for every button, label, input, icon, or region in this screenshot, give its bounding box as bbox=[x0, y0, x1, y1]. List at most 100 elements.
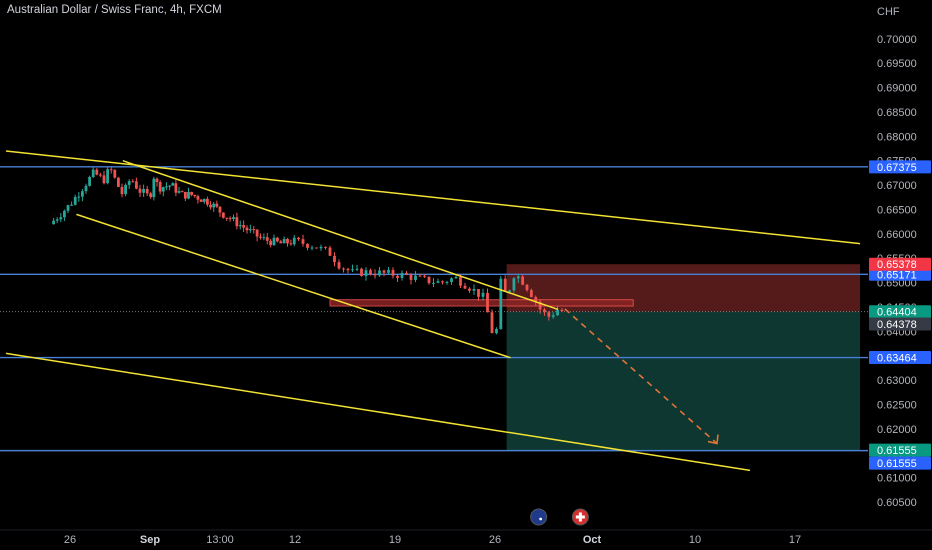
candle-body bbox=[547, 312, 551, 317]
trendline-wedge-upper bbox=[122, 160, 559, 311]
candle-body bbox=[206, 198, 209, 205]
candle-body bbox=[481, 292, 485, 297]
y-tick-label: 0.68500 bbox=[877, 107, 917, 119]
candle-body bbox=[248, 229, 252, 231]
x-tick-label: Sep bbox=[140, 534, 160, 546]
candle-body bbox=[149, 193, 153, 198]
candle-body bbox=[52, 220, 55, 225]
candle-body bbox=[142, 189, 145, 193]
candle-body bbox=[135, 181, 138, 189]
candle-body bbox=[120, 186, 124, 195]
candle-body bbox=[306, 243, 309, 248]
candle-body bbox=[472, 289, 476, 291]
candle-body bbox=[495, 329, 498, 334]
x-tick-label: Oct bbox=[583, 534, 602, 546]
candle-body bbox=[228, 218, 232, 220]
candle-body bbox=[454, 276, 458, 279]
candle-body bbox=[66, 205, 70, 211]
y-tick-label: 0.66000 bbox=[877, 229, 917, 241]
level-badge-0.61555: 0.61555 bbox=[877, 458, 917, 470]
level-badge-0.63464: 0.63464 bbox=[877, 353, 917, 365]
y-tick-label: 0.70000 bbox=[877, 34, 917, 46]
candle-body bbox=[538, 301, 542, 310]
candle-body bbox=[265, 237, 269, 241]
candle-body bbox=[319, 246, 323, 249]
candle-body bbox=[171, 183, 175, 186]
candles-group bbox=[52, 166, 564, 335]
candle-body bbox=[225, 217, 229, 219]
candle-body bbox=[63, 210, 66, 218]
level-badge-0.61555-bg bbox=[869, 456, 931, 470]
candle-body bbox=[342, 268, 345, 270]
trendline-channel-upper-long bbox=[5, 150, 861, 245]
x-tick-label: 26 bbox=[64, 534, 76, 546]
candle-body bbox=[209, 204, 212, 208]
candle-body bbox=[174, 183, 178, 193]
candle-body bbox=[486, 292, 489, 313]
candle-body bbox=[81, 191, 84, 197]
candle-body bbox=[529, 290, 533, 297]
candle-body bbox=[55, 219, 59, 221]
candle-body bbox=[196, 196, 200, 200]
candle-body bbox=[432, 282, 435, 284]
candle-body bbox=[369, 270, 372, 274]
candle-body bbox=[113, 169, 117, 178]
candle-body bbox=[360, 268, 363, 277]
y-axis-currency: CHF bbox=[877, 6, 900, 18]
candle-body bbox=[297, 237, 300, 240]
candle-body bbox=[245, 227, 249, 231]
candle-body bbox=[387, 269, 390, 273]
candle-body bbox=[346, 268, 350, 271]
candle-body bbox=[450, 278, 453, 283]
y-tick-label: 0.69500 bbox=[877, 58, 917, 70]
y-tick-label: 0.62000 bbox=[877, 424, 917, 436]
y-tick-label: 0.61000 bbox=[877, 473, 917, 485]
candle-body bbox=[73, 197, 77, 205]
candle-body bbox=[109, 169, 113, 171]
candle-body bbox=[165, 186, 168, 188]
level-badge-0.67375: 0.67375 bbox=[877, 162, 917, 174]
take-profit-zone bbox=[506, 311, 860, 451]
australia-flag-icon bbox=[530, 508, 548, 526]
target-badge: 0.61555 bbox=[877, 445, 917, 457]
x-tick-label: 13:00 bbox=[206, 534, 234, 546]
candle-body bbox=[556, 309, 559, 316]
candle-body bbox=[289, 243, 293, 245]
candle-body bbox=[262, 237, 266, 239]
candle-body bbox=[124, 184, 127, 195]
candle-body bbox=[351, 269, 354, 271]
level-badge-0.67375-bg bbox=[869, 160, 931, 174]
candle-body bbox=[215, 203, 219, 207]
candle-body bbox=[373, 273, 377, 276]
candle-body bbox=[269, 240, 273, 246]
candle-body bbox=[521, 276, 525, 285]
candle-body bbox=[551, 315, 555, 317]
candle-body bbox=[88, 176, 91, 186]
candle-body bbox=[255, 229, 259, 237]
candle-body bbox=[427, 276, 431, 284]
candle-body bbox=[364, 270, 368, 277]
level-badge-0.63464-bg bbox=[869, 351, 931, 365]
candle-body bbox=[152, 178, 156, 198]
candle-body bbox=[187, 191, 190, 199]
candle-body bbox=[405, 272, 408, 275]
candle-body bbox=[315, 247, 318, 249]
x-tick-label: 26 bbox=[489, 534, 501, 546]
candle-body bbox=[102, 175, 106, 184]
candle-body bbox=[117, 177, 120, 187]
projection-arrow-line bbox=[564, 308, 718, 445]
candle-body bbox=[95, 169, 99, 175]
candle-body bbox=[145, 189, 149, 194]
candle-body bbox=[292, 237, 296, 245]
candle-body bbox=[499, 278, 503, 330]
switzerland-flag-icon-cross-v bbox=[578, 512, 582, 522]
x-tick-label: 17 bbox=[789, 534, 801, 546]
candle-body bbox=[272, 237, 276, 246]
candle-body bbox=[468, 288, 471, 291]
trendline-channel-lower-long bbox=[5, 352, 751, 472]
candle-body bbox=[418, 275, 422, 277]
level-badge-0.65171: 0.65171 bbox=[877, 269, 917, 281]
candle-body bbox=[99, 174, 102, 176]
candle-body bbox=[212, 203, 216, 208]
